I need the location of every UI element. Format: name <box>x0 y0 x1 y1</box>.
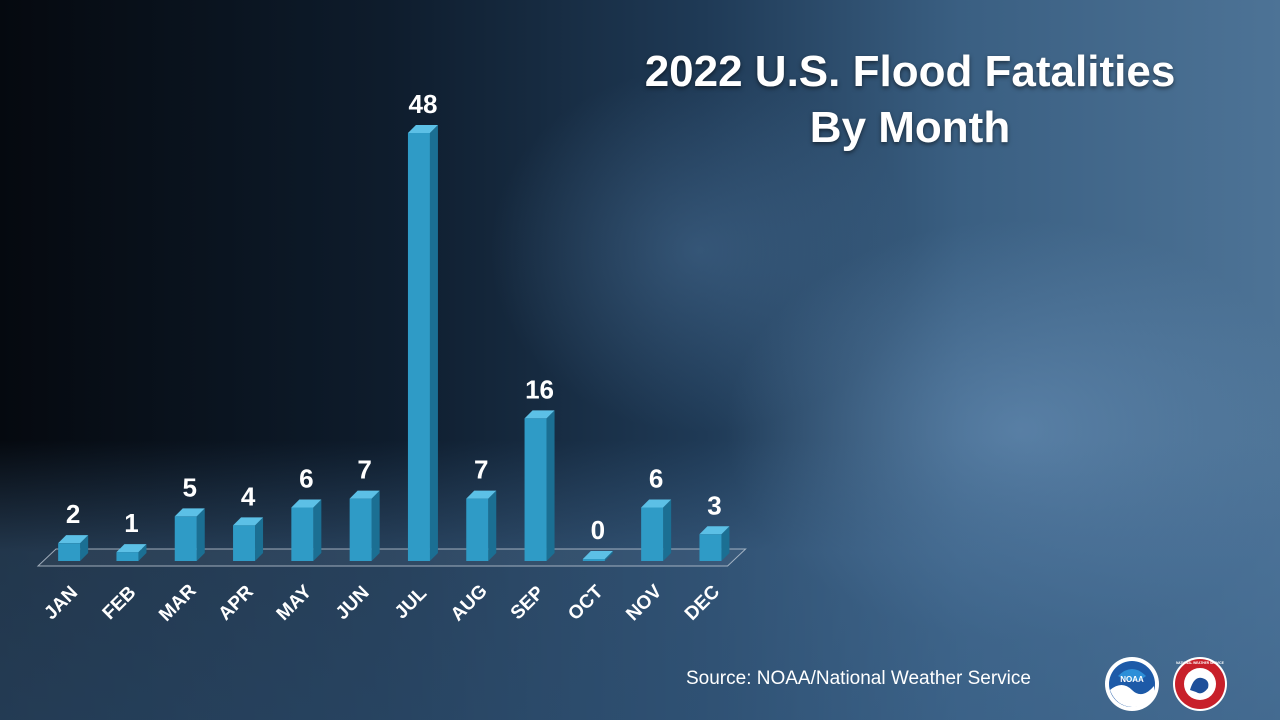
data-label-feb: 1 <box>124 508 138 538</box>
data-label-jan: 2 <box>66 499 80 529</box>
chart-floor <box>36 548 747 567</box>
bar-jun <box>349 498 372 561</box>
noaa-logo-text: NOAA <box>1120 675 1144 684</box>
nws-logo-text: NATIONAL WEATHER SERVICE <box>1176 661 1224 665</box>
bar-top-jan <box>58 535 89 544</box>
bar-top-sep <box>524 410 555 419</box>
bar-side-jun <box>371 490 380 561</box>
x-tick-label-may: MAY <box>273 581 317 625</box>
nws-logo: NATIONAL WEATHER SERVICE <box>1173 657 1227 711</box>
x-tick-label-feb: FEB <box>99 582 141 624</box>
bar-dec <box>699 534 722 561</box>
x-tick-label-jul: JUL <box>391 583 432 624</box>
bar-top-oct <box>582 551 613 559</box>
data-label-mar: 5 <box>183 472 197 502</box>
bar-oct <box>582 559 605 561</box>
data-label-dec: 3 <box>707 490 721 520</box>
x-tick-label-jun: JUN <box>332 582 374 624</box>
bar-feb <box>116 552 139 561</box>
chart-title-line1: 2022 U.S. Flood Fatalities <box>644 47 1176 96</box>
data-label-jul: 48 <box>408 89 437 119</box>
data-label-aug: 7 <box>474 455 488 485</box>
bar-side-mar <box>196 508 205 561</box>
bar-side-may <box>313 499 322 561</box>
bar-side-jan <box>80 535 89 561</box>
bar-top-nov <box>641 499 672 508</box>
x-tick-label-dec: DEC <box>681 581 724 624</box>
chart-title: 2022 U.S. Flood Fatalities By Month <box>560 44 1260 156</box>
data-label-oct: 0 <box>591 515 605 545</box>
bar-apr <box>233 525 256 561</box>
bar-side-sep <box>546 410 555 561</box>
bar-top-may <box>291 499 322 508</box>
bar-top-aug <box>466 490 497 499</box>
bar-top-jul <box>407 125 438 133</box>
x-tick-label-nov: NOV <box>622 581 666 625</box>
bar-mar <box>174 516 197 561</box>
bar-sep <box>524 418 547 561</box>
chart-title-line2: By Month <box>809 103 1011 152</box>
x-tick-label-oct: OCT <box>564 581 607 624</box>
data-label-apr: 4 <box>241 481 256 511</box>
data-label-may: 6 <box>299 464 313 494</box>
bar-side-oct <box>604 551 613 561</box>
bar-side-dec <box>721 526 730 561</box>
bar-top-feb <box>116 544 147 553</box>
data-label-nov: 6 <box>649 464 663 494</box>
noaa-logo: NOAA <box>1105 657 1159 711</box>
x-tick-label-sep: SEP <box>507 582 549 624</box>
bar-jan <box>58 543 81 561</box>
bar-nov <box>641 507 664 561</box>
bar-top-dec <box>699 526 730 535</box>
x-tick-label-apr: APR <box>215 581 258 624</box>
bar-jul <box>407 133 430 561</box>
bar-side-feb <box>138 544 147 561</box>
bar-aug <box>466 498 489 561</box>
data-label-jun: 7 <box>357 455 371 485</box>
bar-may <box>291 507 314 561</box>
x-tick-label-jan: JAN <box>40 582 82 624</box>
bar-top-mar <box>174 508 205 517</box>
bar-top-apr <box>233 517 264 526</box>
data-label-sep: 16 <box>525 374 554 404</box>
x-tick-label-aug: AUG <box>447 581 492 626</box>
background-floodwater <box>0 440 1280 720</box>
bar-side-apr <box>255 517 264 561</box>
bar-side-aug <box>488 490 497 561</box>
bar-top-jun <box>349 490 380 499</box>
bar-side-jul <box>429 125 438 561</box>
bar-side-nov <box>663 499 672 561</box>
x-tick-label-mar: MAR <box>155 580 201 626</box>
source-credit: Source: NOAA/National Weather Service <box>686 668 1031 689</box>
